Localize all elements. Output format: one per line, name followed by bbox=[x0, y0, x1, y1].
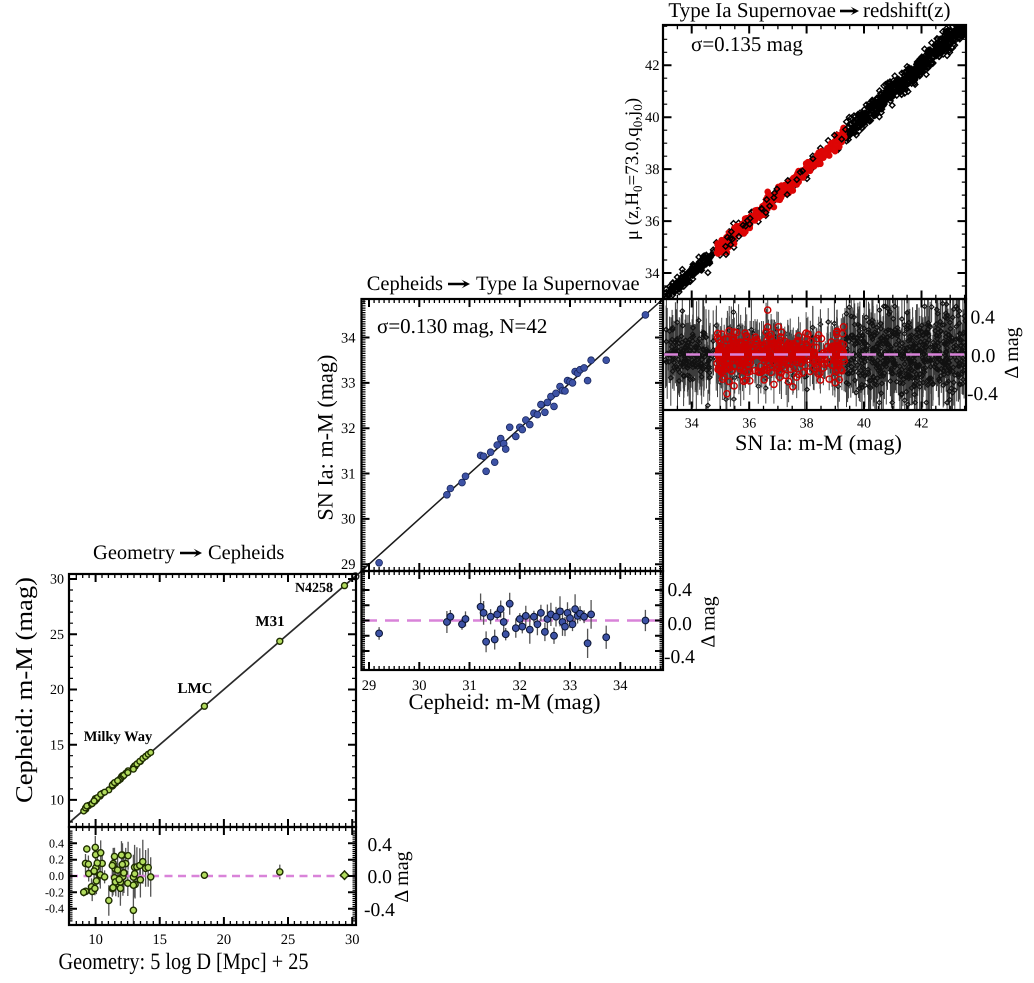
svg-text:36: 36 bbox=[645, 214, 660, 230]
svg-text:42: 42 bbox=[645, 58, 660, 74]
svg-text:Milky Way: Milky Way bbox=[84, 729, 153, 745]
svg-text:30: 30 bbox=[412, 678, 427, 694]
svg-text:32: 32 bbox=[513, 678, 528, 694]
svg-text:Δ mag: Δ mag bbox=[698, 596, 720, 647]
svg-text:0.0: 0.0 bbox=[668, 614, 692, 635]
svg-text:Cepheid: m-M (mag): Cepheid: m-M (mag) bbox=[12, 577, 38, 803]
svg-text:-0.4: -0.4 bbox=[45, 902, 64, 916]
svg-text:30: 30 bbox=[50, 573, 64, 588]
svg-text:31: 31 bbox=[341, 466, 356, 482]
svg-text:0.4: 0.4 bbox=[971, 308, 996, 329]
svg-text:10: 10 bbox=[88, 932, 103, 948]
svg-text:0.0: 0.0 bbox=[971, 346, 995, 367]
svg-text:-0.4: -0.4 bbox=[364, 900, 395, 921]
svg-text:0.2: 0.2 bbox=[49, 853, 64, 867]
svg-text:31: 31 bbox=[462, 678, 477, 694]
svg-text:33: 33 bbox=[341, 376, 356, 392]
svg-text:-0.4: -0.4 bbox=[967, 384, 998, 405]
svg-text:0.4: 0.4 bbox=[668, 580, 693, 601]
svg-text:σ=0.130 mag, N=42: σ=0.130 mag, N=42 bbox=[377, 314, 547, 338]
svg-text:Cepheid: m-M (mag): Cepheid: m-M (mag) bbox=[409, 689, 601, 714]
svg-text:Cepheids: Cepheids bbox=[367, 273, 443, 295]
svg-text:SN Ia: m-M (mag): SN Ia: m-M (mag) bbox=[313, 355, 338, 521]
svg-text:N4258: N4258 bbox=[295, 581, 333, 596]
svg-text:34: 34 bbox=[645, 266, 660, 282]
svg-text:25: 25 bbox=[50, 628, 64, 643]
svg-text:36: 36 bbox=[742, 417, 756, 432]
svg-text:SN Ia: m-M (mag): SN Ia: m-M (mag) bbox=[735, 430, 902, 455]
svg-text:15: 15 bbox=[152, 932, 167, 948]
svg-text:redshift(z): redshift(z) bbox=[863, 0, 950, 22]
svg-text:10: 10 bbox=[50, 794, 64, 809]
svg-text:μ (z,H0=73.0,q0,j0): μ (z,H0=73.0,q0,j0) bbox=[622, 98, 645, 240]
svg-text:33: 33 bbox=[563, 678, 578, 694]
svg-text:15: 15 bbox=[50, 738, 64, 753]
svg-text:40: 40 bbox=[645, 110, 660, 126]
svg-text:25: 25 bbox=[281, 932, 296, 948]
svg-text:34: 34 bbox=[613, 678, 628, 694]
svg-text:0.0: 0.0 bbox=[49, 869, 64, 883]
svg-text:30: 30 bbox=[345, 932, 360, 948]
svg-text:M31: M31 bbox=[255, 614, 284, 630]
svg-text:40: 40 bbox=[857, 417, 871, 432]
svg-text:σ=0.135 mag: σ=0.135 mag bbox=[691, 32, 803, 56]
svg-text:34: 34 bbox=[685, 417, 699, 432]
svg-text:Type Ia Supernovae: Type Ia Supernovae bbox=[476, 273, 640, 295]
svg-text:0.0: 0.0 bbox=[368, 867, 392, 888]
svg-text:32: 32 bbox=[341, 421, 356, 437]
svg-text:Geometry: 5 log D [Mpc] + 25: Geometry: 5 log D [Mpc] + 25 bbox=[59, 949, 309, 975]
svg-text:29: 29 bbox=[341, 557, 356, 573]
svg-text:Δ mag: Δ mag bbox=[391, 851, 413, 902]
svg-text:34: 34 bbox=[341, 330, 356, 346]
svg-text:38: 38 bbox=[645, 162, 660, 178]
svg-text:Geometry: Geometry bbox=[93, 542, 176, 564]
svg-text:0.4: 0.4 bbox=[49, 836, 64, 850]
svg-text:38: 38 bbox=[800, 417, 814, 432]
svg-text:-0.2: -0.2 bbox=[45, 885, 64, 899]
svg-text:29: 29 bbox=[362, 678, 377, 694]
svg-text:20: 20 bbox=[50, 683, 64, 698]
svg-text:0.4: 0.4 bbox=[368, 835, 393, 856]
svg-text:20: 20 bbox=[217, 932, 232, 948]
svg-text:30: 30 bbox=[341, 512, 356, 528]
svg-text:-0.4: -0.4 bbox=[664, 647, 695, 668]
svg-text:Δ mag: Δ mag bbox=[1001, 327, 1023, 378]
svg-text:LMC: LMC bbox=[178, 681, 213, 697]
svg-text:Type Ia Supernovae: Type Ia Supernovae bbox=[668, 0, 836, 22]
svg-text:42: 42 bbox=[915, 417, 929, 432]
svg-text:Cepheids: Cepheids bbox=[208, 542, 284, 564]
